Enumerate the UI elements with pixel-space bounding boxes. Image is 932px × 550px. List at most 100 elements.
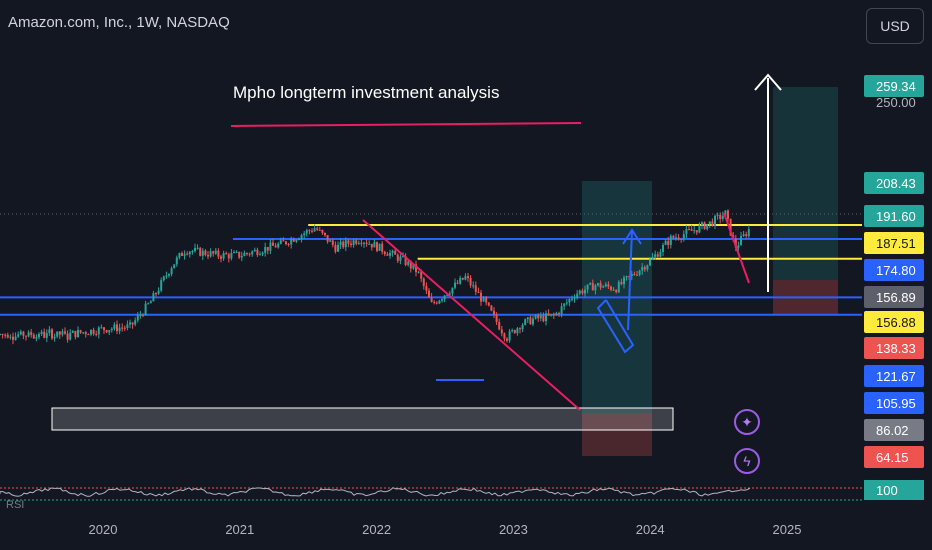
candle-body bbox=[415, 264, 417, 273]
candle-body bbox=[521, 324, 524, 330]
candle-body bbox=[378, 243, 381, 251]
candle-body bbox=[545, 313, 547, 322]
candle-body bbox=[430, 297, 433, 303]
candle-body bbox=[433, 302, 436, 304]
pullback-line bbox=[723, 212, 750, 284]
candle-body bbox=[740, 236, 742, 246]
candle-body bbox=[256, 249, 259, 255]
candle-body bbox=[719, 214, 722, 220]
candle-body bbox=[183, 253, 186, 256]
candle-body bbox=[170, 268, 173, 275]
candle-body bbox=[435, 302, 438, 304]
candle-body bbox=[519, 328, 521, 330]
candle-body bbox=[188, 251, 191, 255]
candle-body bbox=[407, 261, 410, 265]
candle-body bbox=[641, 267, 644, 271]
drawing-tools bbox=[230, 73, 782, 411]
candle-body bbox=[225, 253, 228, 255]
candle-body bbox=[105, 330, 108, 333]
candle-body bbox=[274, 245, 277, 248]
candle-body bbox=[721, 215, 724, 220]
candle-body bbox=[308, 230, 311, 232]
candle-body bbox=[316, 228, 319, 230]
candle-body bbox=[363, 242, 365, 244]
candle-body bbox=[461, 277, 464, 280]
breakout-arrowhead bbox=[622, 228, 642, 245]
candle-body bbox=[482, 297, 485, 302]
candle-body bbox=[116, 324, 118, 332]
candle-body bbox=[233, 252, 235, 254]
lightning-icon[interactable]: ϟ bbox=[734, 448, 760, 474]
candle-body bbox=[682, 234, 685, 240]
candle-body bbox=[136, 315, 139, 321]
candle-body bbox=[162, 276, 165, 281]
candle-body bbox=[1, 333, 4, 335]
candle-body bbox=[227, 254, 230, 259]
candle-body bbox=[708, 221, 711, 225]
candle-body bbox=[56, 331, 59, 337]
candle-body bbox=[118, 327, 121, 332]
candle-body bbox=[217, 250, 220, 257]
candle-body bbox=[6, 334, 9, 338]
candle-body bbox=[742, 234, 745, 237]
candle-body bbox=[144, 303, 147, 316]
candle-body bbox=[129, 322, 131, 325]
candle-body bbox=[469, 278, 472, 286]
candle-body bbox=[212, 251, 215, 254]
candle-body bbox=[383, 251, 386, 255]
candle-body bbox=[506, 338, 508, 341]
candle-body bbox=[155, 293, 157, 295]
candle-body bbox=[451, 287, 454, 294]
candle-body bbox=[264, 246, 267, 253]
candle-body bbox=[659, 251, 662, 257]
candle-body bbox=[199, 247, 202, 256]
candle-body bbox=[693, 230, 696, 232]
candle-body bbox=[747, 229, 750, 237]
candle-body bbox=[251, 251, 254, 255]
candle-body bbox=[48, 329, 51, 334]
candle-body bbox=[526, 317, 529, 320]
candle-body bbox=[511, 329, 514, 332]
candle-body bbox=[716, 214, 719, 216]
candle-body bbox=[714, 215, 716, 226]
price-axis[interactable] bbox=[862, 0, 932, 510]
candle-body bbox=[532, 318, 534, 325]
candle-body bbox=[672, 235, 675, 239]
candle-body bbox=[235, 251, 238, 253]
candle-body bbox=[318, 229, 321, 231]
candle-body bbox=[495, 314, 498, 322]
candle-body bbox=[446, 294, 449, 296]
candle-body bbox=[186, 253, 189, 255]
time-axis[interactable] bbox=[0, 510, 932, 550]
candle-body bbox=[32, 334, 35, 339]
candle-body bbox=[142, 314, 144, 316]
candle-body bbox=[87, 334, 90, 336]
candle-body bbox=[196, 247, 199, 249]
candle-body bbox=[560, 306, 563, 315]
position-zones bbox=[51, 87, 838, 456]
candle-body bbox=[625, 276, 628, 278]
candle-body bbox=[643, 267, 646, 270]
sparkle-icon[interactable]: ✦ bbox=[734, 409, 760, 435]
symbol-title: Amazon.com, Inc., 1W, NASDAQ bbox=[8, 14, 230, 31]
rsi-label: RSI bbox=[6, 499, 24, 511]
candle-body bbox=[454, 282, 456, 288]
candle-body bbox=[45, 333, 48, 338]
candle-body bbox=[139, 314, 142, 316]
candle-body bbox=[584, 289, 586, 294]
candle-body bbox=[17, 334, 20, 337]
candle-body bbox=[615, 290, 618, 293]
candle-body bbox=[547, 313, 550, 316]
candle-body bbox=[295, 239, 298, 242]
candle-body bbox=[508, 331, 511, 341]
candle-body bbox=[662, 244, 664, 252]
candle-body bbox=[448, 293, 451, 295]
candle-body bbox=[74, 330, 77, 338]
currency-button[interactable]: USD bbox=[866, 8, 924, 44]
candle-body bbox=[602, 286, 605, 288]
candle-body bbox=[745, 234, 748, 237]
candle-body bbox=[350, 243, 352, 245]
candle-body bbox=[173, 264, 176, 269]
candle-body bbox=[331, 240, 334, 245]
